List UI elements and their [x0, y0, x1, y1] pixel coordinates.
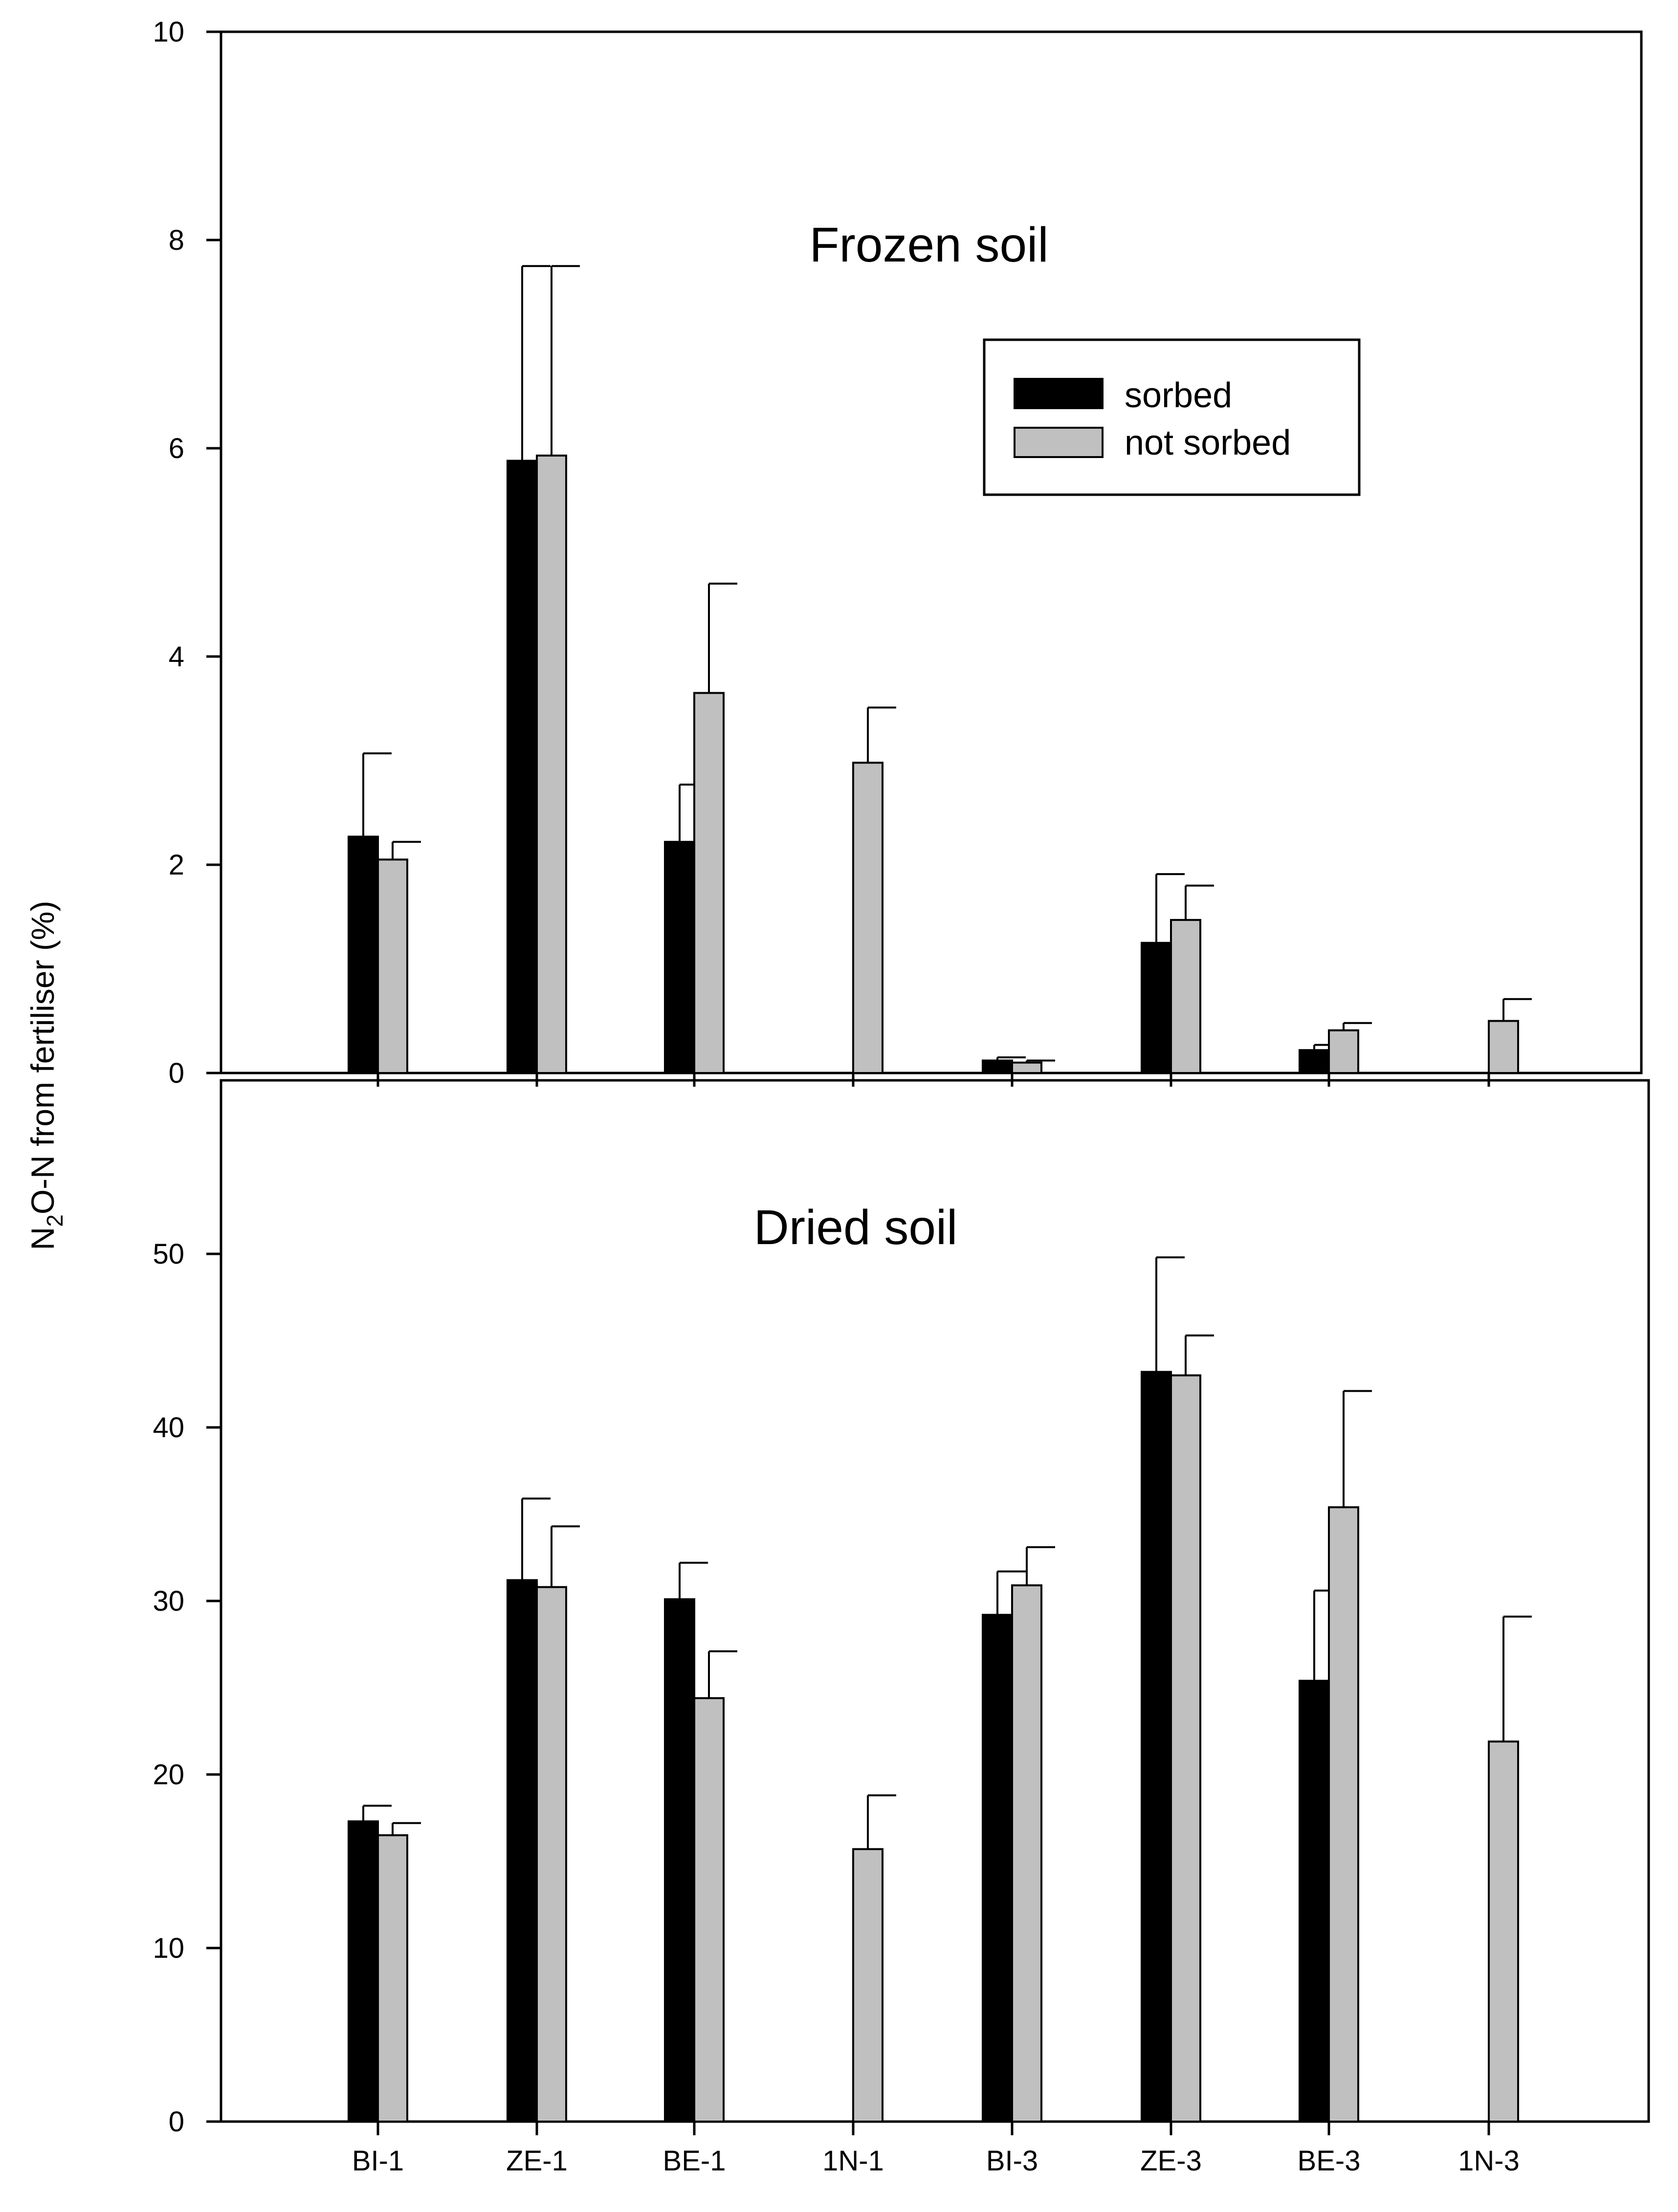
top-y-tick-label: 2	[169, 849, 184, 881]
legend: sorbed not sorbed	[983, 338, 1361, 496]
top-panel-frame	[220, 30, 1643, 1074]
bottom-bar-sorbed	[507, 1579, 538, 2123]
top-y-tick-label: 4	[169, 641, 184, 673]
top-y-tick-label: 6	[169, 433, 184, 464]
top-bar-sorbed	[664, 841, 695, 1074]
bottom-bar-not-sorbed	[1170, 1374, 1201, 2123]
top-bar-not-sorbed	[1170, 919, 1201, 1074]
bottom-y-tick-label: 20	[153, 1759, 184, 1791]
bottom-y-tick-label: 0	[169, 2106, 184, 2138]
x-category-label: BI-3	[986, 2145, 1038, 2177]
legend-label-sorbed: sorbed	[1125, 376, 1232, 415]
y-axis-title-rest: O-N from fertiliser (%)	[24, 901, 61, 1215]
top-bar-sorbed	[348, 835, 379, 1074]
x-category-label: BE-3	[1298, 2145, 1361, 2177]
top-bar-not-sorbed	[536, 454, 567, 1074]
top-bar-not-sorbed	[377, 858, 408, 1074]
y-axis-title-sub: 2	[42, 1214, 67, 1227]
bottom-y-tick-label: 40	[153, 1412, 184, 1444]
x-category-label: 1N-3	[1458, 2145, 1520, 2177]
top-bars	[348, 265, 1532, 1074]
bottom-bar-sorbed	[982, 1614, 1013, 2123]
top-y-axis: 0 2 4 6 8 10	[153, 16, 1490, 1089]
x-category-label: 1N-1	[822, 2145, 884, 2177]
bottom-bar-not-sorbed	[1488, 1740, 1519, 2123]
top-bar-not-sorbed	[852, 762, 883, 1074]
bottom-bar-not-sorbed	[852, 1848, 883, 2123]
bottom-panel-title: Dried soil	[754, 1200, 958, 1255]
bottom-bars	[348, 1256, 1532, 2123]
legend-swatch-not-sorbed	[1014, 427, 1104, 458]
top-bar-sorbed	[1141, 942, 1172, 1074]
x-axis-categories: BI-1 ZE-1 BE-1 1N-1 BI-3 ZE-3 BE-3 1N-3	[352, 2145, 1520, 2177]
bottom-bar-sorbed	[664, 1598, 695, 2123]
x-category-label: BE-1	[663, 2145, 726, 2177]
legend-swatch-sorbed	[1014, 378, 1104, 409]
top-y-tick-label: 0	[169, 1057, 184, 1089]
top-bar-sorbed	[982, 1059, 1013, 1074]
svg-text:N2O-N from fertiliser (%): N2O-N from fertiliser (%)	[24, 901, 67, 1250]
bottom-bar-not-sorbed	[1328, 1506, 1359, 2123]
top-y-tick-label: 8	[169, 224, 184, 256]
legend-label-not-sorbed: not sorbed	[1125, 423, 1291, 462]
bottom-bar-sorbed	[1141, 1371, 1172, 2123]
bottom-y-tick-label: 50	[153, 1238, 184, 1270]
y-axis-title: N2O-N from fertiliser (%)	[24, 901, 67, 1250]
bottom-bar-not-sorbed	[377, 1834, 408, 2123]
bottom-bar-sorbed	[1299, 1680, 1330, 2123]
top-y-tick-label: 10	[153, 16, 184, 48]
top-bar-sorbed	[1299, 1049, 1330, 1074]
top-bar-not-sorbed	[1488, 1020, 1519, 1074]
legend-box	[983, 338, 1361, 496]
bottom-bar-sorbed	[348, 1820, 379, 2123]
bottom-y-axis: 0 10 20 30 40 50	[153, 1238, 1490, 2138]
top-bar-not-sorbed	[693, 692, 725, 1074]
top-panel-title: Frozen soil	[809, 218, 1048, 272]
bottom-bar-not-sorbed	[536, 1586, 567, 2123]
top-bar-not-sorbed	[1328, 1029, 1359, 1074]
x-category-label: BI-1	[352, 2145, 404, 2177]
top-bar-sorbed	[507, 460, 538, 1074]
top-bar-not-sorbed	[1011, 1061, 1042, 1074]
bottom-y-tick-label: 10	[153, 1932, 184, 1964]
bottom-bar-not-sorbed	[693, 1697, 725, 2123]
bottom-y-tick-label: 30	[153, 1585, 184, 1617]
x-category-label: ZE-1	[506, 2145, 568, 2177]
y-axis-title-main: N	[24, 1227, 61, 1250]
x-category-label: ZE-3	[1140, 2145, 1202, 2177]
bottom-bar-not-sorbed	[1011, 1584, 1042, 2123]
